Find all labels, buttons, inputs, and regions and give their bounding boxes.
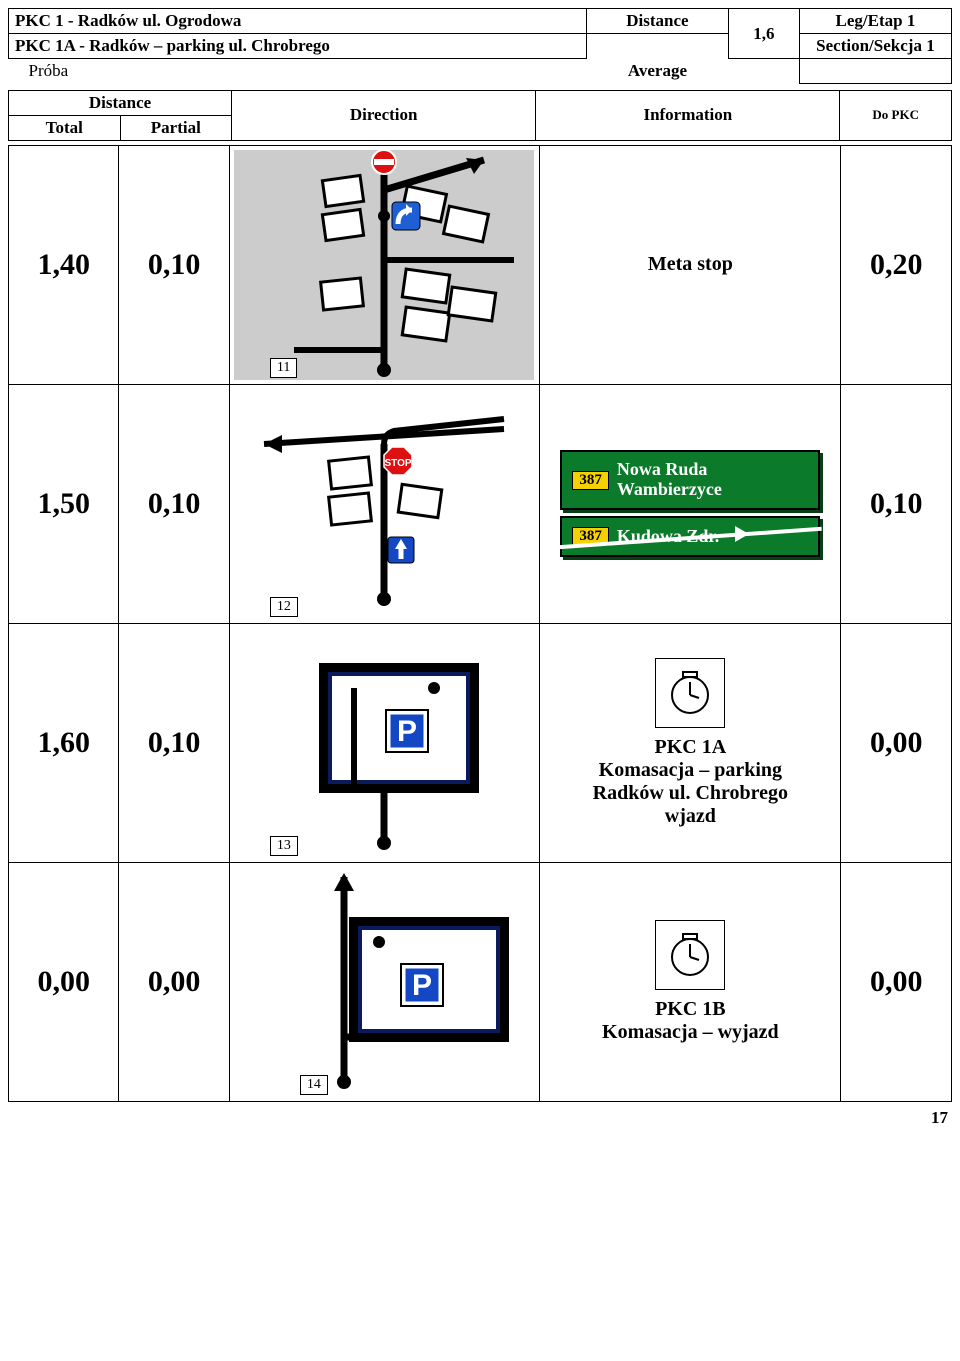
diagram-cross: STOP — [234, 389, 534, 619]
dopkc-cell: 0,00 — [841, 623, 952, 862]
info-line: Komasacja – wyjazd — [544, 1021, 836, 1044]
table-row: 1,40 0,10 — [9, 145, 952, 384]
svg-text:STOP: STOP — [384, 458, 411, 469]
diagram-park-in: P — [234, 628, 534, 858]
step-label: 14 — [300, 1075, 328, 1095]
info-cell: PKC 1B Komasacja – wyjazd — [540, 862, 841, 1101]
partial-cell: 0,10 — [119, 623, 229, 862]
total-cell: 1,50 — [9, 384, 119, 623]
info-title: PKC 1A — [544, 736, 836, 759]
dopkc-cell: 0,00 — [841, 862, 952, 1101]
col-direction: Direction — [232, 90, 536, 140]
dopkc-cell: 0,20 — [841, 145, 952, 384]
info-line: Komasacja – parking — [544, 759, 836, 782]
col-total: Total — [9, 115, 121, 140]
total-cell: 0,00 — [9, 862, 119, 1101]
info-cell: 387 Nowa Ruda Wambierzyce 387 Kudowa Zdr… — [540, 384, 841, 623]
clock-icon — [655, 658, 725, 728]
road-text: Nowa Ruda Wambierzyce — [617, 460, 722, 500]
col-distance: Distance — [9, 90, 232, 115]
table-row: 0,00 0,00 P 14 — [9, 862, 952, 1101]
diagram-park-out: P — [234, 867, 534, 1097]
direction-cell: P 14 — [229, 862, 539, 1101]
road-sign-struck: 387 Kudowa Zdr. — [560, 516, 820, 557]
table-row: 1,60 0,10 P 13 — [9, 623, 952, 862]
distance-label: Distance — [586, 9, 728, 34]
partial-cell: 0,10 — [119, 384, 229, 623]
info-line: Radków ul. Chrobrego — [544, 782, 836, 805]
step-label: 11 — [270, 358, 297, 378]
road-num: 387 — [572, 527, 609, 546]
info-cell: PKC 1A Komasacja – parking Radków ul. Ch… — [540, 623, 841, 862]
page-number: 17 — [8, 1108, 952, 1128]
proba: Próba — [9, 59, 587, 84]
info-text: Meta stop — [648, 253, 733, 275]
clock-icon — [655, 920, 725, 990]
route2: PKC 1A - Radków – parking ul. Chrobrego — [9, 34, 587, 59]
dopkc-cell: 0,10 — [841, 384, 952, 623]
distance-value: 1,6 — [728, 9, 799, 59]
table-row: 1,50 0,10 — [9, 384, 952, 623]
col-information: Information — [536, 90, 840, 140]
info-cell: Meta stop — [540, 145, 841, 384]
direction-cell: 11 — [229, 145, 539, 384]
direction-cell: STOP 12 — [229, 384, 539, 623]
total-cell: 1,60 — [9, 623, 119, 862]
route1: PKC 1 - Radków ul. Ogrodowa — [9, 9, 587, 34]
step-label: 12 — [270, 597, 298, 617]
road-text: Kudowa Zdr. — [617, 526, 719, 547]
total-cell: 1,40 — [9, 145, 119, 384]
header-table: PKC 1 - Radków ul. Ogrodowa Distance 1,6… — [8, 8, 952, 84]
col-partial: Partial — [120, 115, 232, 140]
leg-label: Leg/Etap 1 — [799, 9, 951, 34]
partial-cell: 0,10 — [119, 145, 229, 384]
partial-cell: 0,00 — [119, 862, 229, 1101]
col-dopkc: Do PKC — [840, 90, 952, 140]
svg-text:P: P — [412, 969, 432, 1002]
info-title: PKC 1B — [544, 998, 836, 1021]
step-label: 13 — [270, 836, 298, 856]
road-sign: 387 Nowa Ruda Wambierzyce — [560, 450, 820, 510]
average: Average — [586, 59, 728, 84]
svg-text:P: P — [397, 715, 417, 748]
column-headers: Distance Direction Information Do PKC To… — [8, 90, 952, 141]
diagram-meta — [234, 150, 534, 380]
arrow-right-icon — [727, 526, 749, 547]
direction-cell: P 13 — [229, 623, 539, 862]
section-label: Section/Sekcja 1 — [799, 34, 951, 59]
main-table: 1,40 0,10 — [8, 145, 952, 1102]
info-line: wjazd — [544, 805, 836, 828]
road-num: 387 — [572, 471, 609, 490]
